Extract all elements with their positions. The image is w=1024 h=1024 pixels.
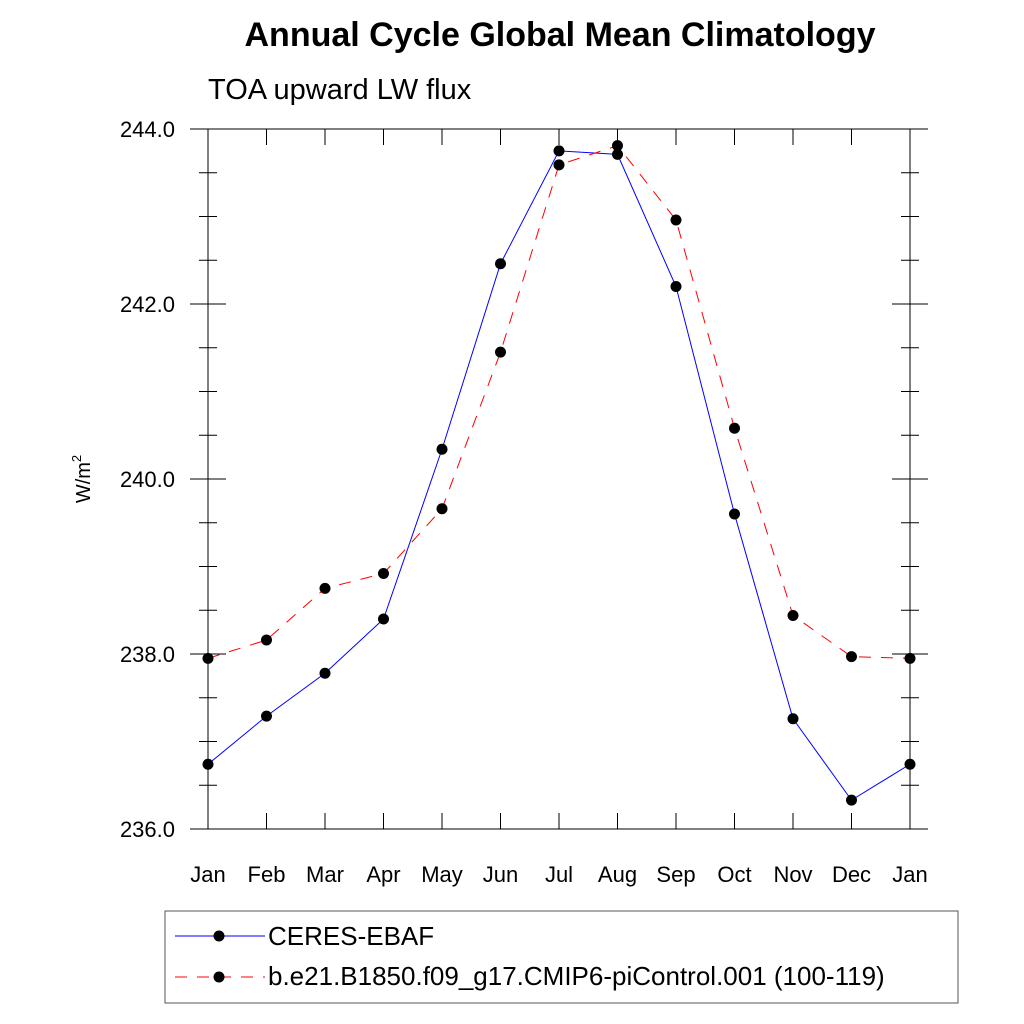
y-tick-label: 236.0 <box>120 817 175 842</box>
y-tick-label: 240.0 <box>120 467 175 492</box>
legend-label-model: b.e21.B1850.f09_g17.CMIP6-piControl.001 … <box>268 961 885 991</box>
x-tick-label: Dec <box>832 862 871 887</box>
x-tick-label: Aug <box>598 862 637 887</box>
legend-marker-model <box>213 971 225 983</box>
axis-ticks <box>190 128 928 830</box>
y-tick-labels: 236.0 238.0 240.0 242.0 244.0 <box>120 117 175 842</box>
x-tick-label: Sep <box>656 862 695 887</box>
series-1-point <box>553 159 565 171</box>
series-0-point <box>670 281 682 292</box>
x-tick-label: Jul <box>545 862 573 887</box>
legend-box <box>164 910 959 1004</box>
x-tick-label: Nov <box>773 862 812 887</box>
series-0-point <box>846 794 857 806</box>
chart-title: Annual Cycle Global Mean Climatology <box>245 16 876 54</box>
x-tick-label: Jun <box>483 862 518 887</box>
series-1-point <box>261 634 272 646</box>
chart-subtitle: TOA upward LW flux <box>208 74 472 106</box>
y-tick-label: 238.0 <box>120 642 175 667</box>
y-tick-label: 244.0 <box>120 117 175 142</box>
series-1-point <box>670 214 682 226</box>
series-1-point <box>846 651 857 663</box>
x-tick-label: Apr <box>366 862 400 887</box>
series-1-point <box>436 503 448 515</box>
x-tick-label: Jan <box>190 862 225 887</box>
series-0-point <box>729 508 740 520</box>
y-axis-label-superscript: 2 <box>69 455 84 462</box>
series-1-point <box>904 652 916 664</box>
x-tick-labels: Jan Feb Mar Apr May Jun Jul Aug Sep Oct Nov Dec Jan <box>190 862 927 887</box>
x-tick-label: May <box>421 862 463 887</box>
x-tick-label: Oct <box>717 862 751 887</box>
x-tick-label: Mar <box>306 862 344 887</box>
series-0-point <box>553 145 565 157</box>
series-1-point <box>787 610 799 621</box>
series-line-0 <box>207 150 911 801</box>
series-1-point <box>729 422 740 434</box>
series-0-point <box>495 258 506 270</box>
plot-frame <box>207 128 911 830</box>
series-1-point <box>202 652 214 664</box>
series-0-point <box>319 667 331 679</box>
legend-label-ceres: CERES-EBAF <box>268 921 434 951</box>
series-0-point <box>202 758 214 770</box>
series-0-point <box>904 758 916 770</box>
series-1-point <box>319 582 331 594</box>
y-axis-label-base: W/m <box>73 462 95 503</box>
series-1-point <box>378 568 389 579</box>
series-layer <box>202 140 916 806</box>
x-tick-label: Feb <box>248 862 286 887</box>
legend: CERES-EBAF b.e21.B1850.f09_g17.CMIP6-piC… <box>164 910 959 1004</box>
x-tick-label: Jan <box>892 862 927 887</box>
series-0-point <box>436 443 448 455</box>
series-0-point <box>261 710 272 722</box>
y-axis-label: W/m2 <box>69 455 95 503</box>
series-1-point <box>495 346 506 358</box>
series-line-1 <box>207 145 911 659</box>
legend-marker-ceres <box>213 930 225 942</box>
series-0-point <box>612 148 623 160</box>
series-0-point <box>378 613 389 625</box>
series-0-point <box>787 713 799 725</box>
y-tick-label: 242.0 <box>120 292 175 317</box>
series-1-point <box>612 140 623 152</box>
